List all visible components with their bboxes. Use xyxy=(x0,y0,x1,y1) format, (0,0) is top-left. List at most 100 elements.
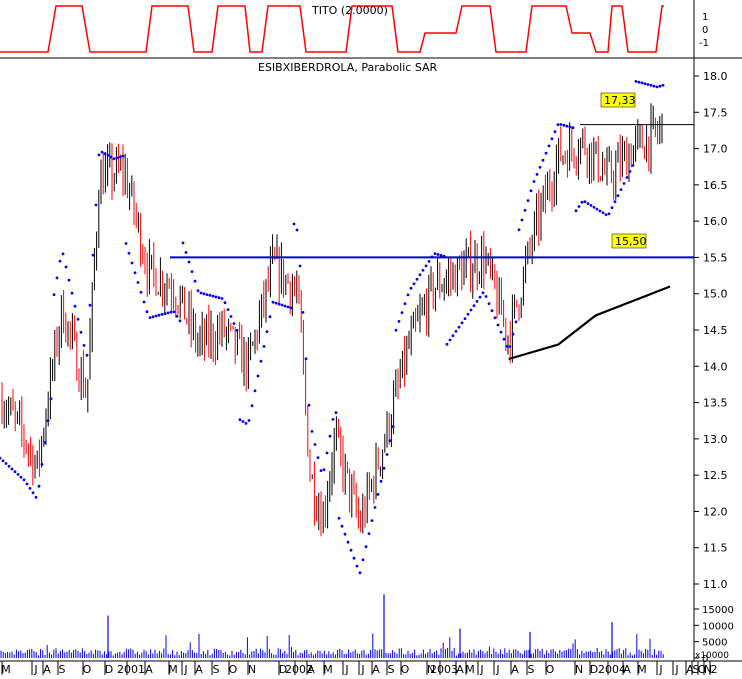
price-tick-label: 11.5 xyxy=(703,542,728,555)
sar-dot xyxy=(127,251,131,255)
time-tick-label: J xyxy=(360,663,364,675)
sar-dot xyxy=(565,124,569,128)
volume-tick-label: 0 xyxy=(702,654,708,665)
time-tick-label: A xyxy=(195,663,203,675)
sar-dot xyxy=(637,80,641,84)
sar-dot xyxy=(370,519,374,522)
sar-dot xyxy=(661,83,665,87)
sar-dot xyxy=(259,359,263,363)
sar-dot xyxy=(406,293,410,297)
sar-dot xyxy=(148,316,152,319)
sar-dot xyxy=(610,206,614,210)
sar-dot xyxy=(496,323,500,327)
time-tick-label: N xyxy=(704,663,712,675)
price-tick-label: 14.0 xyxy=(703,360,728,373)
sar-dot xyxy=(55,276,59,280)
sar-dot xyxy=(238,418,242,422)
sar-dot xyxy=(247,419,251,422)
sar-dots-layer xyxy=(0,80,665,575)
sar-dot xyxy=(193,279,197,283)
sar-dot xyxy=(502,337,506,341)
sar-dot xyxy=(211,294,215,298)
sar-dot xyxy=(403,302,407,306)
time-tick-label: 2001 xyxy=(117,663,145,675)
time-tick-label: A xyxy=(307,663,315,675)
sar-dot xyxy=(343,532,347,536)
time-tick-label: M xyxy=(323,663,333,675)
time-tick-label: M xyxy=(168,663,178,675)
sar-dot xyxy=(46,419,50,423)
sar-dot xyxy=(169,310,173,314)
time-tick-label: J xyxy=(183,663,187,675)
sar-dot xyxy=(349,548,353,552)
sar-dot xyxy=(280,303,284,307)
sar-dot xyxy=(484,295,488,298)
sar-dot xyxy=(115,156,119,160)
time-tick-label: J xyxy=(495,663,499,675)
sar-dot xyxy=(226,308,230,311)
sar-dot xyxy=(544,151,548,155)
volume-tick-label: 5000 xyxy=(702,638,727,649)
sar-dot xyxy=(613,200,617,204)
sar-dot xyxy=(274,301,278,305)
sar-dot xyxy=(76,317,80,321)
sar-dot xyxy=(523,208,527,212)
sar-dot xyxy=(604,213,608,217)
sar-dot xyxy=(100,150,104,154)
time-tick-label: N xyxy=(248,663,256,675)
sar-dot xyxy=(382,466,386,470)
sar-dot xyxy=(439,253,443,257)
sar-dot xyxy=(346,540,350,544)
sar-dot xyxy=(154,314,158,318)
sar-dot xyxy=(388,439,392,442)
sar-dot xyxy=(490,309,494,313)
sar-dot xyxy=(4,462,8,465)
sar-dot xyxy=(295,228,299,232)
sar-dot xyxy=(454,330,458,333)
sar-dot xyxy=(256,374,260,378)
sar-dot xyxy=(88,303,92,307)
time-tick-label: S xyxy=(388,663,395,675)
indicator-line-layer xyxy=(0,5,664,53)
sar-dot xyxy=(22,478,26,482)
price-tick-label: 17.5 xyxy=(703,106,728,119)
sar-dot xyxy=(394,328,398,332)
sar-dot xyxy=(469,308,473,312)
price-tick-label: 11.0 xyxy=(703,578,728,591)
sar-dot xyxy=(1,459,5,463)
sar-dot xyxy=(79,330,83,334)
sar-dot xyxy=(547,144,551,148)
sar-dot xyxy=(25,482,29,486)
sar-dot xyxy=(397,320,401,323)
sar-dot xyxy=(412,282,416,286)
sar-dot xyxy=(94,203,98,207)
time-tick-label: D xyxy=(279,663,287,675)
sar-dot xyxy=(13,470,17,474)
sar-dot xyxy=(562,123,566,127)
sar-dot xyxy=(529,189,533,193)
sar-dot xyxy=(340,524,344,528)
time-tick-label: S xyxy=(213,663,220,675)
moving-average-layer xyxy=(508,285,671,361)
price-bars-layer xyxy=(1,103,663,537)
sar-dot xyxy=(301,311,305,314)
time-tick-label: J xyxy=(479,663,483,675)
sar-dot xyxy=(538,165,542,169)
sar-dot xyxy=(82,344,86,347)
sar-dot xyxy=(229,315,233,318)
price-tick-label: 15.0 xyxy=(703,288,728,301)
sar-dot xyxy=(37,484,41,488)
time-tick-label: S xyxy=(59,663,66,675)
sar-dot xyxy=(310,430,314,433)
sar-dot xyxy=(583,200,587,204)
sar-dot xyxy=(325,451,329,455)
sar-dot xyxy=(628,170,632,173)
sar-dot xyxy=(625,176,629,179)
level-label-2-bg xyxy=(611,233,647,249)
time-tick-label: J xyxy=(658,663,662,675)
sar-dot xyxy=(103,152,107,156)
sar-dot xyxy=(304,357,308,361)
sar-dot xyxy=(142,300,146,304)
